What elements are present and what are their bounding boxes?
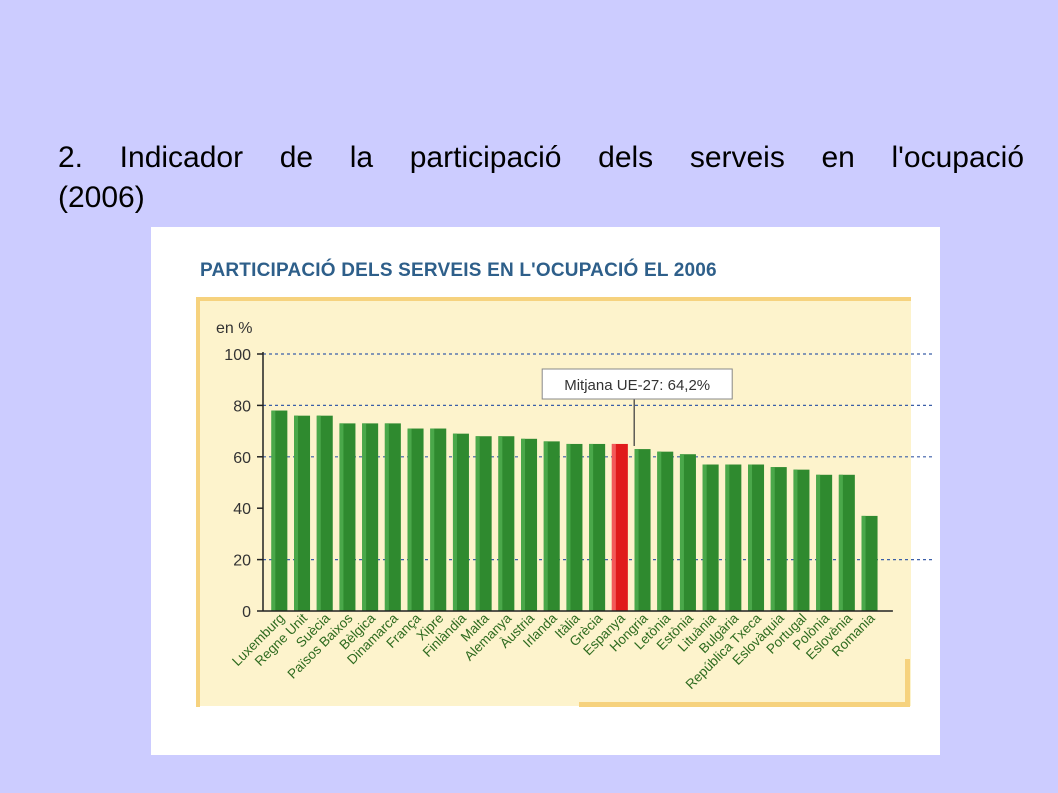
- bar-highlight-12: [543, 441, 548, 611]
- bar-highlight-14: [589, 443, 594, 611]
- bar-highlight-24: [816, 474, 821, 611]
- bar-highlight-8: [452, 433, 457, 611]
- y-tick-label-80: 80: [233, 398, 251, 415]
- panel-border-top: [196, 297, 911, 301]
- bar-highlight-21: [748, 464, 753, 611]
- bar-highlight-1: [294, 415, 299, 611]
- bar-highlight-22: [770, 467, 775, 611]
- bar-highlight-11: [521, 438, 526, 611]
- bar-highlight-17: [657, 451, 662, 611]
- bar-0: [271, 410, 288, 611]
- bar-highlight-15: [611, 443, 616, 611]
- bar-highlight-6: [407, 428, 412, 611]
- y-tick-label-40: 40: [233, 501, 251, 518]
- bar-highlight-25: [838, 474, 843, 611]
- bar-highlight-16: [634, 449, 639, 611]
- chart-title: PARTICIPACIÓ DELS SERVEIS EN L'OCUPACIÓ …: [200, 260, 717, 281]
- slide-title-line2: (2006): [58, 181, 145, 214]
- slide-title: 2. Indicador de la participació dels ser…: [58, 138, 1024, 218]
- bar-highlight-4: [362, 423, 367, 611]
- bar-highlight-18: [679, 454, 684, 611]
- panel-border-bottom: [579, 702, 910, 707]
- bars: [271, 410, 878, 611]
- bar-14: [589, 443, 606, 611]
- bar-highlight-5: [384, 423, 389, 611]
- panel-border-right: [905, 659, 910, 707]
- bar-highlight-9: [475, 436, 480, 611]
- bar-highlight-7: [430, 428, 435, 611]
- y-tick-label-20: 20: [233, 553, 251, 570]
- panel-border-left: [196, 297, 200, 707]
- y-tick-label-60: 60: [233, 450, 251, 467]
- y-axis-label: en %: [216, 320, 252, 337]
- bar-highlight-23: [793, 469, 798, 611]
- bar-highlight-10: [498, 436, 503, 611]
- bar-3: [339, 423, 356, 611]
- bar-highlight-20: [725, 464, 730, 611]
- bar-highlight-19: [702, 464, 707, 611]
- slide-title-line1: 2. Indicador de la participació dels ser…: [58, 141, 1024, 174]
- chart-figure: PARTICIPACIÓ DELS SERVEIS EN L'OCUPACIÓ …: [151, 227, 940, 755]
- y-tick-label-100: 100: [224, 347, 251, 364]
- y-tick-label-0: 0: [242, 604, 251, 621]
- average-annotation: Mitjana UE-27: 64,2%: [541, 368, 733, 447]
- bar-highlight-0: [271, 410, 276, 611]
- bar-highlight-13: [566, 443, 571, 611]
- bar-highlight-2: [316, 415, 321, 611]
- annotation-box: [541, 368, 733, 400]
- annotation-text: Mitjana UE-27: 64,2%: [564, 377, 710, 394]
- axes: 0 20 40 60 80 100: [224, 347, 893, 621]
- bar-highlight-26: [861, 515, 866, 611]
- bar-highlight-3: [339, 423, 344, 611]
